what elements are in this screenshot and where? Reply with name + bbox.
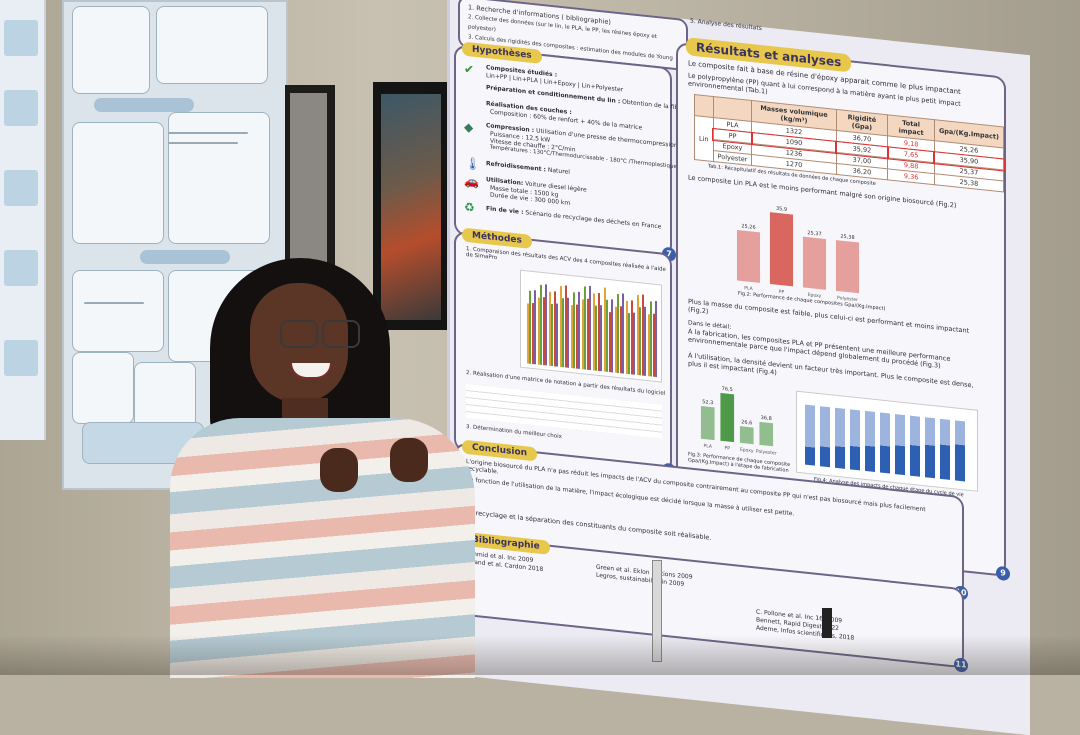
- acv-bar: [633, 312, 636, 375]
- main-poster: 1. Recherche d'informations ( bibliograp…: [447, 0, 1030, 735]
- hand: [390, 438, 428, 482]
- poster-box: [72, 6, 150, 94]
- acv-bar: [534, 290, 537, 365]
- car-icon: 🚗: [464, 173, 479, 190]
- category-label: PP: [725, 445, 731, 452]
- poster-strip: [4, 20, 38, 56]
- hand: [320, 448, 358, 492]
- table-header: [694, 94, 714, 118]
- poster-left: [62, 0, 288, 490]
- poster-clip: [822, 608, 832, 638]
- category-label: Polyester: [837, 295, 858, 303]
- acv-bar: [578, 291, 581, 369]
- bar-value-label: 36,8: [761, 415, 772, 422]
- category-label: PLA: [704, 443, 713, 450]
- bar-epoxy: [802, 236, 827, 290]
- bar-value-label: 25,37: [807, 230, 821, 237]
- person: [170, 258, 480, 678]
- poster-heading: [140, 250, 230, 264]
- poster-box: [72, 352, 134, 424]
- stacked-bar: [925, 417, 935, 479]
- acv-bar: [556, 303, 559, 367]
- poster-box: [72, 270, 164, 352]
- acv-bar: [589, 285, 592, 371]
- row-label: Fin de vie :: [486, 205, 524, 217]
- bar-value-label: 76,5: [722, 386, 733, 393]
- poster-strip: [4, 170, 38, 206]
- category-label: Polyester: [756, 448, 777, 456]
- stacked-bar: [865, 410, 875, 472]
- fig3-bar-chart: 52,3 PLA 76,5 PP 26,6 Epoxy 36,8 Polyester: [700, 386, 777, 457]
- acv-bar: [545, 284, 548, 366]
- row-text: Naturel: [547, 166, 570, 176]
- picture: [381, 94, 441, 320]
- acv-bar: [655, 300, 658, 378]
- methodes-panel: Méthodes 1. Comparaison des résultats de…: [454, 227, 676, 479]
- stacked-bar: [835, 407, 845, 469]
- stacked-bar: [895, 414, 905, 476]
- floor-shadow: [0, 635, 1080, 675]
- poster-box: [156, 6, 268, 84]
- resultats-panel: Résultats et analyses Le composite fait …: [676, 37, 1010, 582]
- acv-bar: [600, 305, 603, 372]
- recycle-icon: ♻: [464, 199, 475, 215]
- category-label: Epoxy: [808, 292, 822, 299]
- stacked-bar: [850, 409, 860, 471]
- poster-line: [168, 142, 238, 144]
- picture-frame: [285, 85, 335, 270]
- row-label: Refroidissement :: [486, 160, 546, 174]
- stacked-bar: [820, 406, 830, 468]
- bar-pp: [769, 212, 794, 287]
- stacked-bar: [955, 420, 965, 482]
- glasses-icon: [280, 320, 318, 348]
- bar-value-label: 25,38: [840, 234, 854, 241]
- stacked-bar: [940, 418, 950, 480]
- poster-stand: [652, 560, 662, 662]
- press-icon: ◆: [464, 119, 474, 135]
- poster-far-left: [0, 0, 46, 440]
- bar-value-label: 35,9: [776, 206, 787, 213]
- section-badge: 9: [996, 565, 1010, 582]
- picture: [290, 93, 327, 262]
- thermometer-icon: 🌡: [465, 155, 481, 172]
- hypotheses-panel: Hypothèses Composites étudiés : Lin+PP |…: [454, 41, 705, 263]
- acv-bar: [644, 306, 647, 376]
- bar-value-label: 26,6: [741, 419, 752, 426]
- poster-strip: [4, 250, 38, 286]
- poster-heading: [94, 98, 194, 112]
- poster-line: [168, 132, 248, 134]
- table-cell: Lin: [694, 115, 714, 162]
- bar-epoxy: [739, 426, 754, 445]
- bar-value-label: 52,3: [702, 399, 713, 406]
- poster-box: [72, 122, 164, 244]
- bar-polyester: [759, 421, 774, 447]
- acv-bar: [611, 299, 614, 373]
- face: [250, 283, 348, 403]
- check-icon: ✔: [464, 61, 475, 77]
- bar-pla: [736, 229, 761, 283]
- poster-box: [168, 112, 270, 244]
- bar-pp: [720, 392, 735, 443]
- acv-bar: [622, 293, 625, 374]
- bar-polyester: [835, 240, 860, 294]
- poster-strip: [4, 90, 38, 126]
- row-text: Scénario de recyclage des déchets en Fra…: [525, 209, 662, 231]
- stacked-bar: [805, 404, 815, 466]
- stacked-bar: [880, 412, 890, 474]
- stacked-bar: [910, 415, 920, 477]
- acv-bar: [567, 297, 570, 368]
- category-label: Epoxy: [740, 447, 754, 454]
- acv-comparison-chart: [520, 269, 662, 383]
- category-label: PLA: [744, 285, 753, 292]
- fig2-bar-chart: 25,26 PLA 35,9 PP 25,37 Epoxy 25,38 Polyester: [736, 206, 860, 303]
- category-label: PP: [779, 289, 785, 296]
- picture-frame: [373, 82, 447, 330]
- bar-value-label: 25,26: [741, 223, 755, 230]
- poster-line: [84, 302, 144, 304]
- glasses-icon: [322, 320, 360, 348]
- bar-pla: [700, 406, 715, 441]
- poster-strip: [4, 340, 38, 376]
